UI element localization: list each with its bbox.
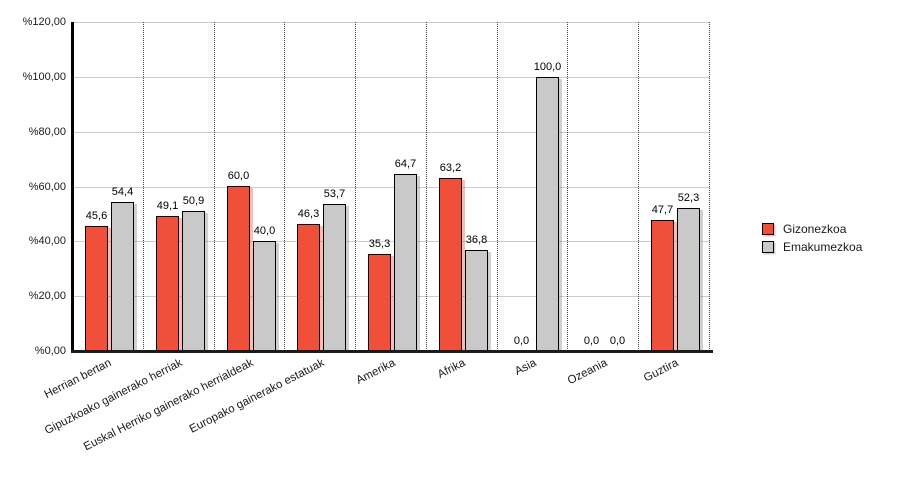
y-axis-tick-label: %120,00 (22, 16, 66, 28)
legend-label: Emakumezkoa (783, 240, 863, 254)
bar-gizonezkoa (439, 178, 462, 351)
bar-value-label: 53,7 (323, 188, 346, 200)
bar-emakumezkoa (394, 174, 417, 351)
y-axis-tick-label: %80,00 (28, 126, 66, 138)
bar-value-label: 54,4 (111, 186, 134, 198)
category-separator (638, 22, 639, 351)
bar-value-label: 40,0 (253, 225, 276, 237)
bar-emakumezkoa (182, 211, 205, 351)
gridline (73, 241, 710, 242)
gridline (73, 132, 710, 133)
bar-value-label: 49,1 (156, 200, 179, 212)
x-axis-category-label: Europako gainerako estatuak (187, 357, 327, 436)
bar-emakumezkoa (253, 241, 276, 351)
category-separator (497, 22, 498, 351)
bar-gizonezkoa (156, 216, 179, 351)
bar-value-label: 0,0 (609, 335, 626, 347)
bar-value-label: 35,3 (368, 238, 391, 250)
bar-emakumezkoa (677, 208, 700, 351)
bar-value-label: 45,6 (85, 210, 108, 222)
bar-gizonezkoa (227, 186, 250, 351)
category-separator (214, 22, 215, 351)
bar-value-label: 100,0 (533, 61, 562, 73)
gridline (73, 22, 710, 23)
bar-value-label: 0,0 (513, 335, 530, 347)
y-axis-tick-label: %100,00 (22, 71, 66, 83)
bar-gizonezkoa (85, 226, 108, 351)
category-separator (143, 22, 144, 351)
category-separator (709, 22, 710, 351)
category-separator (567, 22, 568, 351)
bar-gizonezkoa (651, 220, 674, 351)
bar-value-label: 36,8 (465, 234, 488, 246)
y-axis-line (71, 22, 74, 352)
bar-gizonezkoa (368, 254, 391, 351)
category-separator (355, 22, 356, 351)
bar-emakumezkoa (323, 204, 346, 351)
y-axis-tick-label: %40,00 (28, 235, 66, 247)
bar-value-label: 60,0 (227, 170, 250, 182)
plot-area: 45,6 54,4 49,1 50,9 60,0 40,0 46,3 53,7 35,3 64,7… (73, 22, 710, 351)
bar-value-label: 63,2 (439, 162, 462, 174)
x-axis-category-label: Amerika (354, 357, 398, 387)
bar-value-label: 64,7 (394, 158, 417, 170)
x-axis-line (71, 350, 713, 353)
legend-item: Emakumezkoa (762, 240, 862, 254)
bar-emakumezkoa (465, 250, 488, 351)
legend-label: Gizonezkoa (783, 222, 847, 236)
x-axis-category-label: Guztira (641, 357, 681, 385)
legend: Gizonezkoa Emakumezkoa (762, 222, 862, 258)
bar-value-label: 52,3 (677, 192, 700, 204)
gridline (73, 187, 710, 188)
legend-item: Gizonezkoa (762, 222, 862, 236)
bar-value-label: 46,3 (297, 208, 320, 220)
legend-swatch-emakumezkoa (762, 241, 774, 253)
category-separator (284, 22, 285, 351)
y-axis-tick-label: %20,00 (28, 290, 66, 302)
bar-gizonezkoa (297, 224, 320, 351)
bar-emakumezkoa (111, 202, 134, 351)
bar-value-label: 47,7 (651, 204, 674, 216)
category-separator (426, 22, 427, 351)
bar-value-label: 50,9 (182, 195, 205, 207)
gridline (73, 77, 710, 78)
bar-value-label: 0,0 (583, 335, 600, 347)
gridline (73, 296, 710, 297)
bar-emakumezkoa (536, 77, 559, 351)
y-axis-tick-label: %60,00 (28, 181, 66, 193)
y-axis-tick-label: %0,00 (34, 345, 66, 357)
legend-swatch-gizonezkoa (762, 223, 774, 235)
